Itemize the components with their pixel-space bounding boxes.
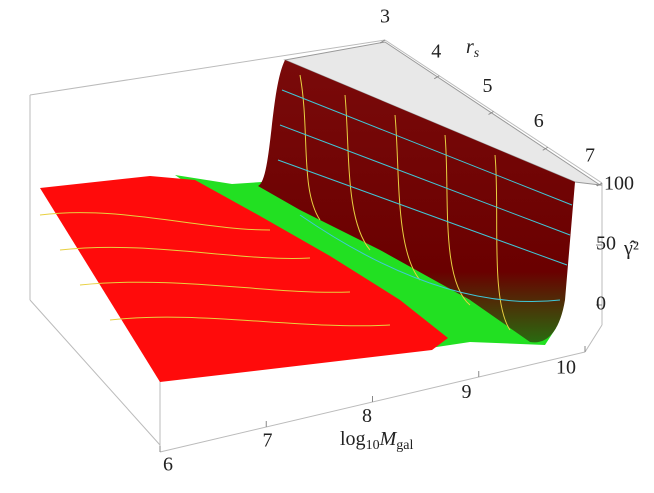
y-tick-label: 3 — [380, 6, 390, 28]
x-tick-label: 8 — [362, 405, 372, 427]
mesh-cyan — [277, 89, 573, 303]
y-label-part: r — [466, 36, 474, 58]
surface — [39, 41, 601, 382]
surface-red — [40, 176, 448, 382]
z-tick-label: 0 — [596, 293, 606, 315]
y-tick — [433, 75, 440, 80]
y-tick-label: 4 — [431, 40, 441, 62]
y-tick — [542, 146, 549, 151]
z-axis-label: γ̂² — [623, 238, 639, 260]
y-label-part: s — [474, 46, 480, 61]
y-axis-label: rs — [466, 36, 480, 62]
z-tick-label: 100 — [604, 173, 634, 195]
z-tick-label: 50 — [596, 233, 616, 255]
x-tick-label: 7 — [263, 429, 273, 451]
y-tick — [488, 111, 494, 115]
x-label-part: gal — [396, 438, 413, 453]
y-tick-label: 6 — [534, 110, 544, 132]
y-tick-label: 5 — [483, 75, 493, 97]
x-label-part: 10 — [366, 438, 380, 453]
mesh-yellow — [39, 74, 511, 331]
x-tick-label: 9 — [462, 381, 472, 403]
y-tick — [379, 39, 386, 44]
x-label-part: M — [379, 428, 398, 450]
surface-wall — [258, 60, 575, 343]
y-tick-label: 7 — [585, 145, 595, 167]
x-label-part: log — [340, 428, 366, 450]
surface-green — [175, 175, 556, 348]
x-tick-label: 6 — [163, 454, 173, 476]
x-axis-label: log10Mgal — [340, 428, 413, 454]
x-tick-label: 10 — [556, 357, 576, 379]
